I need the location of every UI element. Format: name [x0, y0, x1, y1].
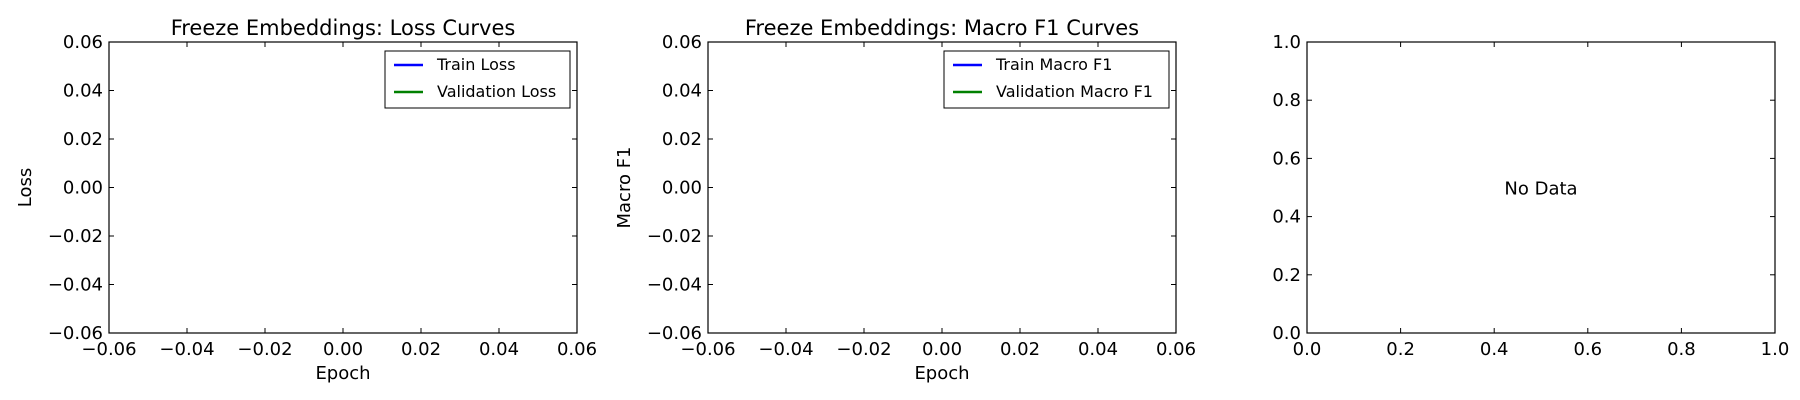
y-tick-label: 0.00 — [63, 178, 103, 199]
x-tick-label: −0.06 — [680, 339, 735, 360]
x-tick-label: 0.00 — [323, 339, 363, 360]
y-tick-label: 0.8 — [1272, 90, 1301, 111]
x-axis-label: Epoch — [914, 363, 969, 384]
y-tick-label: 0.0 — [1272, 323, 1301, 344]
y-tick-label: 0.4 — [1272, 207, 1301, 228]
y-tick-label: 0.06 — [662, 32, 702, 53]
y-axis-label: Loss — [15, 168, 36, 207]
x-tick-label: 0.0 — [1293, 339, 1322, 360]
chart-title: Freeze Embeddings: Loss Curves — [171, 16, 516, 40]
y-tick-label: 0.2 — [1272, 265, 1301, 286]
x-tick-label: 0.02 — [401, 339, 441, 360]
x-tick-label: 0.06 — [1156, 339, 1196, 360]
x-tick-label: −0.06 — [81, 339, 136, 360]
y-axis-label: Macro F1 — [614, 146, 635, 228]
x-tick-label: 0.8 — [1667, 339, 1696, 360]
x-tick-label: −0.02 — [237, 339, 292, 360]
x-tick-label: 0.00 — [922, 339, 962, 360]
x-tick-label: 0.6 — [1573, 339, 1602, 360]
x-tick-label: 0.02 — [1000, 339, 1040, 360]
legend: Train Macro F1 Validation Macro F1 — [943, 50, 1170, 109]
x-tick-label: 1.0 — [1761, 339, 1790, 360]
y-tick-label: −0.02 — [647, 226, 702, 247]
y-tick-label: 1.0 — [1272, 32, 1301, 53]
chart-2: −0.06 −0.04 −0.02 0.00 0.02 0.04 0.06 −0.06 −0.0… — [614, 16, 1196, 384]
legend-box — [384, 50, 571, 109]
legend-label: Validation Loss — [437, 82, 556, 101]
y-tick-label: 0.00 — [662, 178, 702, 199]
x-tick-label: 0.04 — [1078, 339, 1118, 360]
legend-box — [943, 50, 1170, 109]
x-tick-label: −0.04 — [758, 339, 813, 360]
x-tick-label: −0.04 — [159, 339, 214, 360]
chart-title: Freeze Embeddings: Macro F1 Curves — [745, 16, 1139, 40]
x-tick-label: 0.2 — [1386, 339, 1415, 360]
chart-3: 0.0 0.2 0.4 0.6 0.8 1.0 0.0 0.2 0.4 0.6 0.8 1.0 No D… — [1272, 32, 1789, 360]
y-tick-label: 0.02 — [662, 129, 702, 150]
plot-frame — [1306, 41, 1776, 334]
x-tick-label: −0.02 — [836, 339, 891, 360]
y-tick-label: −0.02 — [48, 226, 103, 247]
chart-1: −0.06 −0.04 −0.02 0.00 0.02 0.04 0.06 −0.06 −0.0… — [15, 16, 597, 384]
y-tick-label: −0.04 — [647, 275, 702, 296]
legend-label: Train Macro F1 — [995, 55, 1112, 74]
y-tick-label: 0.6 — [1272, 148, 1301, 169]
x-tick-label: 0.04 — [479, 339, 519, 360]
y-tick-label: −0.06 — [647, 323, 702, 344]
x-tick-label: 0.06 — [557, 339, 597, 360]
y-tick-label: 0.02 — [63, 129, 103, 150]
y-tick-label: 0.04 — [662, 81, 702, 102]
y-tick-label: −0.06 — [48, 323, 103, 344]
y-tick-label: 0.04 — [63, 81, 103, 102]
legend-label: Train Loss — [436, 55, 516, 74]
x-axis-label: Epoch — [315, 363, 370, 384]
y-tick-label: 0.06 — [63, 32, 103, 53]
legend: Train Loss Validation Loss — [384, 50, 571, 109]
x-tick-label: 0.4 — [1480, 339, 1509, 360]
y-tick-label: −0.04 — [48, 275, 103, 296]
no-data-annotation: No Data — [1504, 179, 1577, 200]
legend-label: Validation Macro F1 — [996, 82, 1153, 101]
